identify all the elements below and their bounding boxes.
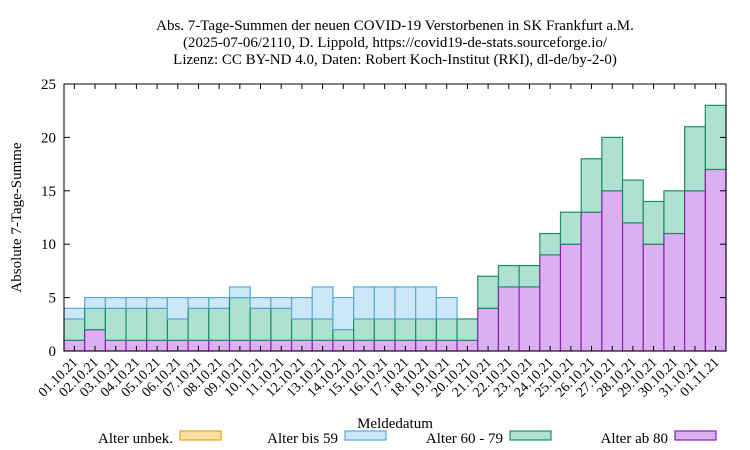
bar-alter-bis-59-09.10.21 bbox=[228, 286, 251, 299]
bar-alter-60-79-12.10.21 bbox=[290, 318, 313, 341]
legend-swatch-alter-ab-80 bbox=[674, 430, 717, 441]
bar-alter-ab-80-29.10.21 bbox=[642, 243, 665, 352]
chart-title: Abs. 7-Tage-Summen der neuen COVID-19 Ve… bbox=[156, 18, 634, 68]
bar-alter-60-79-06.10.21 bbox=[166, 318, 189, 341]
bar-alter-60-79-16.10.21 bbox=[373, 318, 396, 341]
bar-alter-60-79-17.10.21 bbox=[394, 318, 417, 341]
bar-alter-ab-80-22.10.21 bbox=[497, 286, 520, 352]
bar-alter-60-79-14.10.21 bbox=[332, 329, 355, 341]
bar-alter-60-79-24.10.21 bbox=[539, 232, 562, 256]
bar-alter-60-79-05.10.21 bbox=[146, 307, 169, 341]
bar-alter-60-79-01.10.21 bbox=[63, 318, 86, 341]
bar-alter-bis-59-15.10.21 bbox=[353, 286, 375, 320]
legend-label-alter-ab-80: Alter ab 80 bbox=[601, 431, 668, 447]
bar-alter-ab-80-28.10.21 bbox=[621, 222, 644, 352]
bar-alter-ab-80-25.10.21 bbox=[559, 243, 582, 352]
bar-alter-60-79-11.10.21 bbox=[270, 307, 293, 341]
bar-alter-60-79-22.10.21 bbox=[497, 264, 520, 288]
bar-alter-bis-59-17.10.21 bbox=[394, 286, 417, 320]
bar-alter-bis-59-13.10.21 bbox=[311, 286, 334, 320]
bar-alter-bis-59-06.10.21 bbox=[166, 297, 189, 320]
bar-alter-bis-59-19.10.21 bbox=[435, 297, 458, 320]
x-axis-label: Meldedatum bbox=[357, 416, 433, 432]
legend-swatch-alter-unbek bbox=[179, 430, 222, 441]
y-tick-label: 5 bbox=[49, 291, 57, 307]
legend: Alter unbek. Alter bis 59 Alter 60 - 79 Alt… bbox=[98, 430, 717, 447]
bar-alter-60-79-20.10.21 bbox=[456, 318, 479, 341]
legend-label-alter-unbek: Alter unbek. bbox=[98, 431, 173, 447]
bar-alter-bis-59-02.10.21 bbox=[84, 297, 106, 309]
y-tick-label: 10 bbox=[41, 237, 56, 253]
chart-title-line-3: Lizenz: CC BY-ND 4.0, Daten: Robert Koch… bbox=[173, 52, 617, 68]
chart-title-line-2: (2025-07-06/2110, D. Lippold, https://co… bbox=[183, 35, 608, 51]
legend-label-alter-bis-59: Alter bis 59 bbox=[267, 431, 338, 447]
legend-swatch-alter-60-79 bbox=[509, 430, 552, 441]
bar-alter-bis-59-07.10.21 bbox=[187, 297, 210, 309]
bar-alter-bis-59-11.10.21 bbox=[270, 297, 293, 309]
bar-alter-60-79-03.10.21 bbox=[104, 307, 127, 341]
bar-alter-60-79-02.10.21 bbox=[84, 307, 106, 331]
bar-alter-60-79-28.10.21 bbox=[621, 179, 644, 224]
bar-alter-bis-59-03.10.21 bbox=[104, 297, 127, 309]
bar-alter-60-79-08.10.21 bbox=[208, 307, 231, 341]
bar-alter-bis-59-14.10.21 bbox=[332, 297, 355, 331]
bar-alter-60-79-13.10.21 bbox=[311, 318, 334, 341]
bar-alter-60-79-25.10.21 bbox=[559, 211, 582, 245]
bar-alter-60-79-30.10.21 bbox=[663, 190, 686, 235]
bar-alter-60-79-18.10.21 bbox=[415, 318, 437, 341]
bar-alter-bis-59-04.10.21 bbox=[125, 297, 148, 309]
legend-label-alter-60-79: Alter 60 - 79 bbox=[426, 431, 503, 447]
bar-alter-60-79-23.10.21 bbox=[518, 264, 541, 288]
bar-alter-60-79-10.10.21 bbox=[249, 307, 272, 341]
bar-alter-ab-80-01.11.21 bbox=[704, 168, 727, 352]
bar-alter-60-79-29.10.21 bbox=[642, 200, 665, 245]
bar-alter-bis-59-12.10.21 bbox=[290, 297, 313, 320]
bar-alter-ab-80-21.10.21 bbox=[477, 307, 500, 352]
bar-alter-bis-59-18.10.21 bbox=[415, 286, 437, 320]
bar-alter-60-79-27.10.21 bbox=[601, 136, 624, 192]
bar-alter-60-79-07.10.21 bbox=[187, 307, 210, 341]
y-tick-label: 0 bbox=[49, 344, 57, 360]
bar-alter-bis-59-10.10.21 bbox=[249, 297, 272, 309]
bar-alter-bis-59-01.10.21 bbox=[63, 307, 86, 320]
bar-layer bbox=[63, 104, 727, 352]
y-tick-label: 15 bbox=[41, 184, 56, 200]
y-axis-label: Absolute 7-Tage-Summe bbox=[9, 142, 25, 293]
y-tick-label: 20 bbox=[41, 130, 56, 146]
y-tick-label: 25 bbox=[41, 77, 56, 93]
bar-alter-60-79-21.10.21 bbox=[477, 275, 500, 309]
bar-alter-ab-80-30.10.21 bbox=[663, 232, 686, 352]
bar-alter-60-79-04.10.21 bbox=[125, 307, 148, 341]
plot-frame bbox=[63, 83, 727, 352]
bar-alter-60-79-19.10.21 bbox=[435, 318, 458, 341]
bar-alter-ab-80-27.10.21 bbox=[601, 190, 624, 352]
bar-alter-ab-80-23.10.21 bbox=[518, 286, 541, 352]
chart-title-line-1: Abs. 7-Tage-Summen der neuen COVID-19 Ve… bbox=[156, 18, 634, 34]
bar-alter-bis-59-16.10.21 bbox=[373, 286, 396, 320]
bar-alter-60-79-15.10.21 bbox=[353, 318, 375, 341]
bar-alter-ab-80-24.10.21 bbox=[539, 254, 562, 352]
bar-alter-bis-59-05.10.21 bbox=[146, 297, 169, 309]
legend-swatch-alter-bis-59 bbox=[344, 430, 387, 441]
bar-alter-60-79-31.10.21 bbox=[684, 126, 706, 192]
bar-alter-bis-59-08.10.21 bbox=[208, 297, 231, 309]
bar-alter-60-79-26.10.21 bbox=[580, 158, 603, 213]
bar-alter-ab-80-26.10.21 bbox=[580, 211, 603, 352]
bar-alter-60-79-09.10.21 bbox=[228, 297, 251, 341]
bar-alter-ab-80-31.10.21 bbox=[684, 190, 706, 352]
